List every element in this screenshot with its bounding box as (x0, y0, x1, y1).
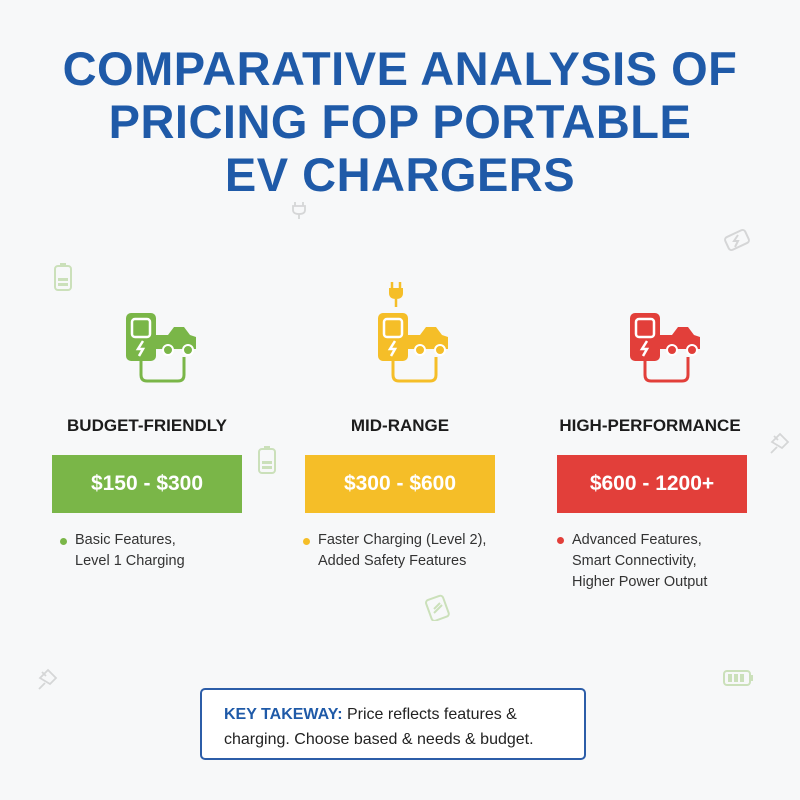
ev-charger-car-icon (126, 313, 196, 383)
key-takeaway-text: Price reflects features & (342, 706, 517, 723)
battery-icon (54, 263, 72, 291)
price-badge-mid: $300 - $600 (305, 455, 495, 513)
plug-icon (770, 432, 790, 454)
description-line: Advanced Features, (572, 532, 702, 548)
key-takeaway-box: KEY TAKEWAY: Price reflects features & c… (200, 688, 586, 760)
title-line-3: EV CHARGERS (224, 148, 576, 201)
plug-icon (38, 668, 58, 690)
description-line: Faster Charging (Level 2), (318, 532, 487, 548)
key-takeaway-text: charging. Choose based & needs & budget. (224, 731, 534, 748)
tier-name-mid: MID-RANGE (350, 416, 450, 435)
tier-name-high: HIGH-PERFORMANCE (559, 416, 741, 435)
bullet-dot-high (557, 537, 564, 544)
battery-icon (425, 594, 450, 621)
battery-bolt-icon (724, 228, 750, 252)
page-title: COMPARATIVE ANALYSIS OF PRICING FOP PORT… (0, 42, 800, 201)
tier-description-high: Advanced Features, Smart Connectivity, H… (572, 530, 707, 593)
bullet-dot-budget (60, 538, 67, 545)
price-badge-high: $600 - 1200+ (557, 455, 747, 513)
description-line: Smart Connectivity, (572, 553, 697, 569)
plug-icon (389, 282, 403, 307)
ev-charger-car-icon (378, 313, 448, 383)
ev-charger-car-icon (630, 313, 700, 383)
description-line: Level 1 Charging (75, 553, 185, 569)
price-badge-budget: $150 - $300 (52, 455, 242, 513)
description-line: Basic Features, (75, 532, 176, 548)
title-line-1: COMPARATIVE ANALYSIS OF (62, 42, 738, 95)
key-takeaway-label: KEY TAKEWAY: (224, 706, 343, 723)
plug-icon (292, 202, 306, 219)
title-line-2: PRICING FOP PORTABLE (108, 95, 692, 148)
tier-name-budget: BUDGET-FRIENDLY (67, 416, 227, 435)
tier-description-mid: Faster Charging (Level 2), Added Safety … (318, 530, 486, 572)
battery-icon (258, 446, 276, 474)
description-line: Added Safety Features (318, 553, 467, 569)
battery-icon (723, 670, 753, 686)
tier-description-budget: Basic Features, Level 1 Charging (75, 530, 185, 572)
description-line: Higher Power Output (572, 574, 708, 590)
bullet-dot-mid (303, 538, 310, 545)
